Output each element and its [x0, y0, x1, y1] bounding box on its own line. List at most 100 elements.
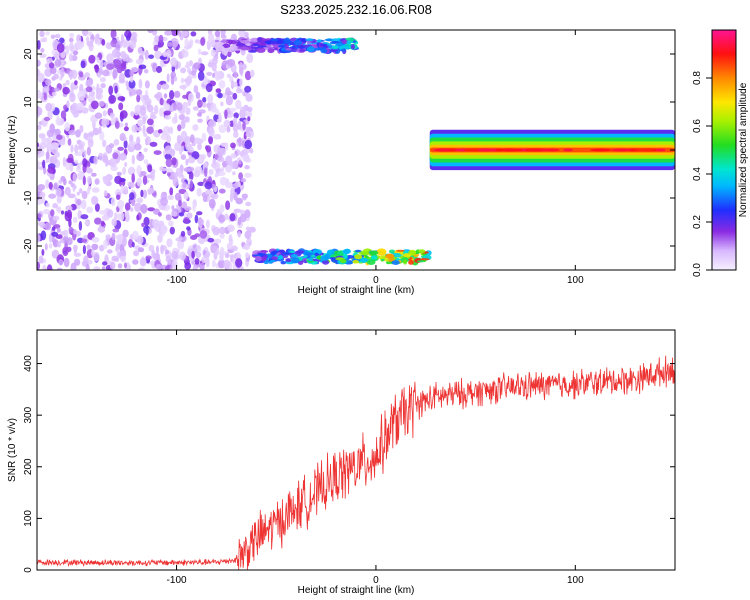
- heatmap-cell: [60, 175, 66, 182]
- heatmap-cell: [173, 76, 178, 82]
- heatmap-cell: [86, 132, 95, 137]
- heatmap-cell: [71, 102, 79, 113]
- heatmap-cell: [123, 139, 128, 149]
- heatmap-cell: [94, 112, 103, 119]
- heatmap-cell: [243, 147, 252, 154]
- colorbar-gradient: [711, 29, 737, 271]
- heatmap-cell: [184, 116, 189, 123]
- heatmap-cell: [131, 68, 135, 76]
- heatmap-cell: [339, 45, 350, 50]
- heatmap-cell: [39, 141, 47, 149]
- heatmap-cell: [41, 197, 46, 204]
- heatmap-cell: [131, 31, 137, 38]
- heatmap-cell: [73, 50, 78, 56]
- heatmap-cell: [285, 48, 292, 51]
- heatmap-cell: [49, 67, 57, 75]
- heatmap-cell: [116, 251, 120, 260]
- heatmap-cell: [164, 153, 172, 160]
- heatmap-cell: [91, 91, 96, 96]
- heatmap-cell: [72, 172, 77, 183]
- heatmap-cell: [154, 94, 161, 99]
- heatmap-cell: [236, 88, 242, 94]
- heatmap-cell: [304, 252, 314, 256]
- heatmap-cell: [133, 250, 140, 257]
- heatmap-cell: [165, 49, 172, 59]
- heatmap-cell: [204, 78, 209, 86]
- heatmap-cell: [137, 247, 145, 253]
- heatmap-cell: [63, 104, 68, 111]
- heatmap-cell: [88, 95, 93, 101]
- heatmap-cell: [250, 37, 259, 43]
- heatmap-cell: [115, 42, 121, 51]
- heatmap-cell: [181, 30, 189, 37]
- heatmap-cell: [188, 60, 193, 67]
- heatmap-cell: [37, 233, 41, 243]
- heatmap-cell: [55, 187, 62, 198]
- heatmap-cell: [101, 39, 106, 46]
- heatmap-cell: [65, 79, 70, 86]
- heatmap-cell: [256, 47, 266, 53]
- heatmap-cell: [291, 257, 300, 264]
- snr-frame: [36, 329, 676, 571]
- heatmap-cell: [611, 148, 632, 152]
- heatmap-cell: [155, 264, 164, 270]
- heatmap-cell: [200, 51, 209, 56]
- heatmap-cell: [56, 267, 63, 270]
- heatmap-cell: [147, 30, 154, 34]
- heatmap-cell: [238, 172, 244, 180]
- heatmap-cell: [244, 139, 253, 150]
- heatmap-cell: [138, 64, 147, 70]
- heatmap-cell: [180, 67, 187, 74]
- heatmap-cell: [218, 188, 226, 194]
- heatmap-cell: [655, 148, 666, 152]
- heatmap-cell: [284, 37, 291, 44]
- heatmap-cell: [147, 118, 154, 126]
- heatmap-cell: [43, 116, 51, 122]
- heatmap-cell: [100, 77, 106, 83]
- heatmap-cell: [392, 253, 402, 258]
- heatmap-cell: [320, 48, 328, 54]
- heatmap-cell: [331, 45, 339, 50]
- heatmap-cell: [196, 211, 203, 216]
- heatmap-cell: [85, 79, 92, 88]
- heatmap-cell: [188, 171, 194, 181]
- heatmap-cell: [391, 260, 400, 265]
- heatmap-cell: [45, 179, 50, 189]
- heatmap-cell: [178, 135, 183, 142]
- spectrogram-marks: [37, 30, 675, 270]
- heatmap-cell: [37, 213, 42, 219]
- heatmap-cell: [408, 249, 417, 256]
- heatmap-cell: [281, 50, 288, 53]
- heatmap-cell: [56, 134, 63, 140]
- heatmap-cell: [83, 132, 88, 140]
- heatmap-cell: [233, 208, 242, 213]
- heatmap-cell: [189, 179, 193, 190]
- heatmap-cell: [167, 41, 174, 47]
- heatmap-cell: [164, 114, 171, 120]
- heatmap-cell: [154, 104, 159, 115]
- heatmap-cell: [136, 177, 142, 187]
- heatmap-cell: [81, 238, 88, 243]
- heatmap-cell: [52, 215, 60, 221]
- heatmap-cell: [202, 101, 207, 108]
- heatmap-cell: [149, 141, 158, 147]
- heatmap-cell: [70, 262, 77, 270]
- heatmap-cell: [178, 114, 185, 121]
- heatmap-cell: [239, 209, 246, 215]
- heatmap-cell: [250, 46, 258, 49]
- heatmap-cell: [93, 251, 100, 262]
- heatmap-cell: [187, 98, 192, 107]
- heatmap-cell: [187, 156, 196, 164]
- heatmap-cell: [37, 124, 42, 131]
- heatmap-cell: [257, 253, 267, 256]
- heatmap-cell: [48, 243, 53, 249]
- heatmap-cell: [76, 172, 84, 181]
- heatmap-cell: [94, 64, 99, 73]
- heatmap-cell: [299, 48, 306, 52]
- heatmap-cell: [131, 241, 135, 248]
- heatmap-cell: [143, 216, 150, 227]
- heatmap-cell: [44, 222, 52, 231]
- heatmap-cell: [196, 137, 201, 144]
- heatmap-cell: [197, 48, 202, 55]
- heatmap-cell: [240, 178, 247, 183]
